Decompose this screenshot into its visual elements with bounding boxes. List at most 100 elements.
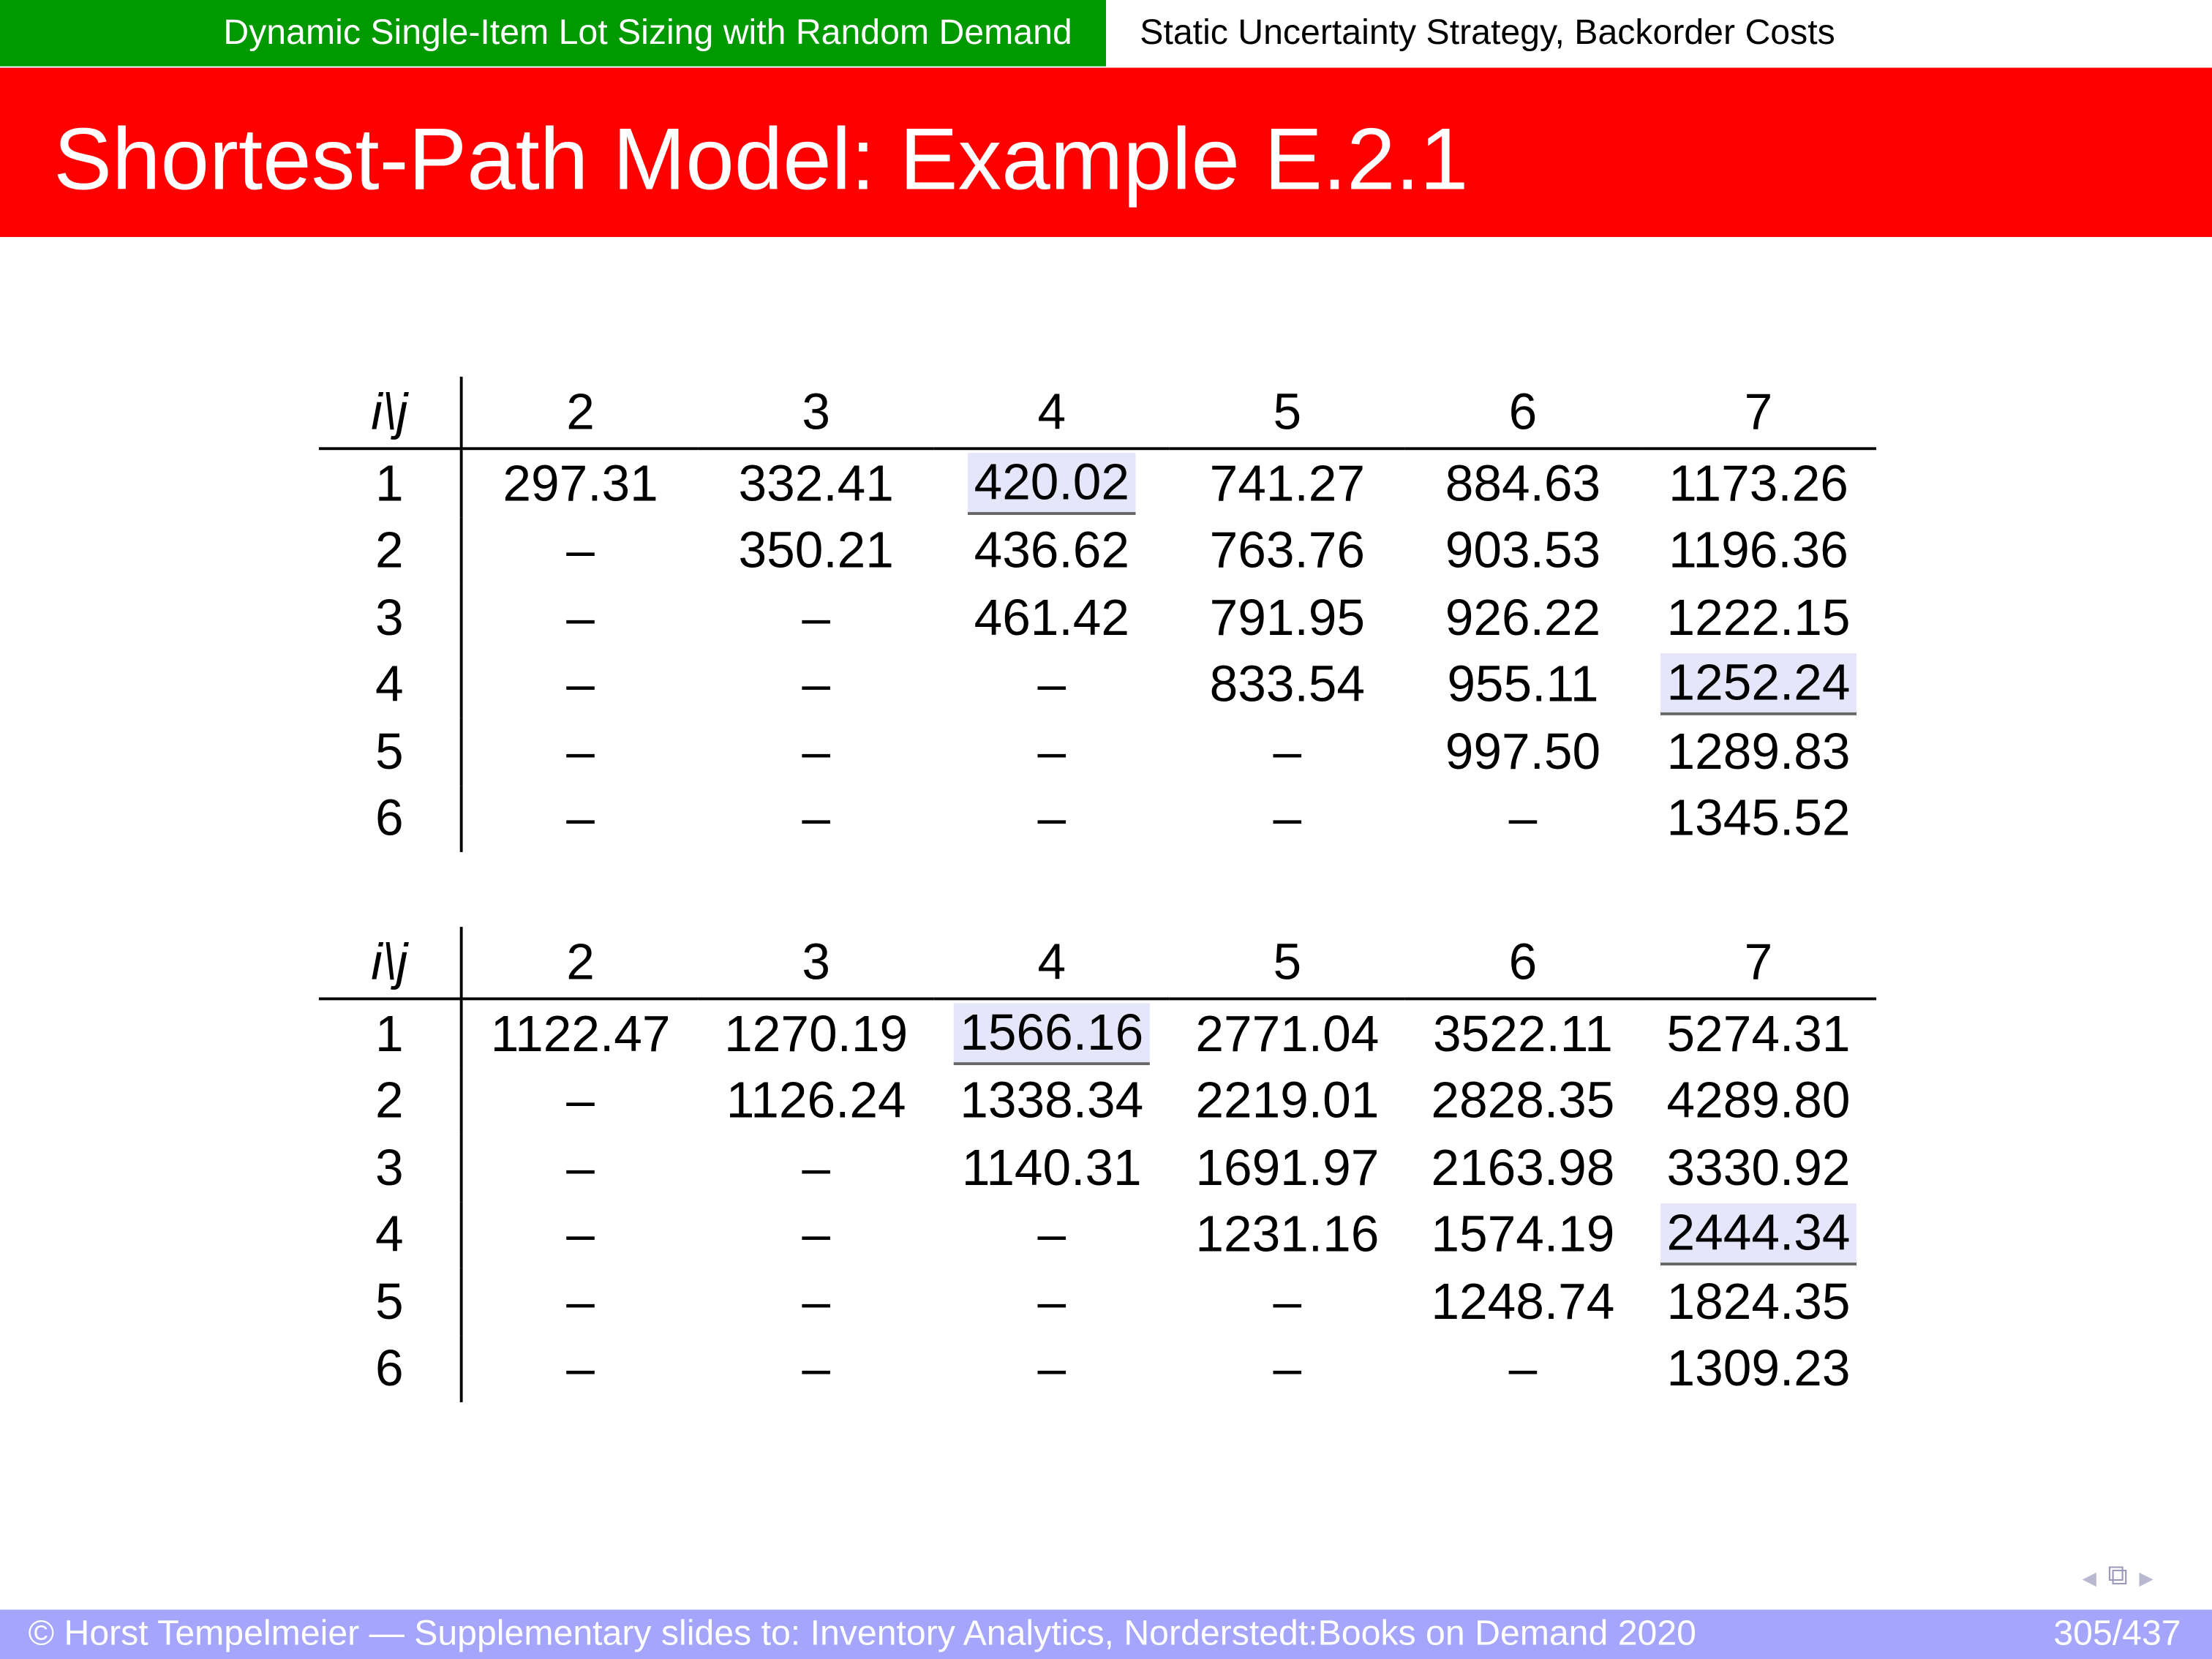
table-cell: 884.63 (1405, 448, 1641, 517)
table-row: 5 – – – – 997.50 1289.83 (318, 718, 1876, 786)
table-cell: – (462, 1335, 699, 1402)
highlighted-value: 1252.24 (1660, 653, 1856, 716)
cell-value: 1309.23 (1666, 1339, 1851, 1397)
cell-value: 461.42 (974, 587, 1129, 646)
cell-value: 741.27 (1209, 454, 1366, 512)
highlighted-value: 1566.16 (954, 1002, 1149, 1065)
cell-value: 791.95 (1209, 587, 1366, 646)
table-cell: 332.41 (699, 448, 934, 517)
row-label: 3 (318, 584, 463, 652)
cell-value: 763.76 (1209, 521, 1366, 579)
table-cell: – (699, 1268, 934, 1336)
column-header: 3 (698, 376, 934, 451)
frame-icon[interactable]: ⧉ (2107, 1560, 2128, 1592)
table-cell: – (699, 651, 934, 718)
arrow-left-icon[interactable]: ◂ (2082, 1562, 2096, 1595)
table-cell: – (462, 517, 699, 584)
table-cell: 763.76 (1170, 517, 1405, 584)
cell-value: – (566, 1137, 595, 1196)
title-bar: Shortest-Path Model: Example E.2.1 (0, 67, 2212, 238)
cell-value: – (1037, 1339, 1066, 1397)
cell-value: – (1273, 721, 1302, 780)
column-header: 2 (461, 927, 699, 1001)
table-cell: 791.95 (1170, 584, 1405, 651)
table-header-row: i\j 2 3 4 5 6 7 (318, 376, 1877, 451)
table-cell: – (934, 785, 1170, 852)
cost-table-2: i\j 2 3 4 5 6 7 1 1122.47 1270.19 1566.16 2771.04 35… (318, 927, 1877, 1403)
table-cell: 2771.04 (1170, 998, 1405, 1067)
cell-value: 1345.52 (1666, 789, 1851, 847)
table-cell: 926.22 (1405, 584, 1641, 651)
table-cell: 1270.19 (699, 998, 934, 1067)
table-row: 5 – – – – 1248.74 1824.35 (318, 1268, 1876, 1336)
cell-value: 997.50 (1445, 721, 1601, 780)
cell-value: 3522.11 (1433, 1004, 1613, 1062)
table-cell: – (699, 1335, 934, 1402)
cell-value: 1173.26 (1669, 454, 1848, 512)
table-row: 2 – 350.21 436.62 763.76 903.53 1196.36 (318, 516, 1876, 584)
cell-value: – (1037, 655, 1066, 713)
cell-value: – (802, 655, 831, 713)
table-cell: 741.27 (1170, 448, 1405, 517)
subsection-title: Static Uncertainty Strategy, Backorder C… (1140, 12, 1835, 53)
corner-text: i\j (371, 382, 408, 440)
row-label: 1 (318, 448, 463, 517)
arrow-right-icon[interactable]: ▸ (2139, 1562, 2153, 1595)
cell-value: – (802, 789, 831, 847)
cell-value: – (566, 1272, 595, 1331)
cell-value: 1196.36 (1669, 521, 1848, 579)
cell-value: – (1037, 1272, 1066, 1331)
row-label: 1 (318, 998, 463, 1067)
cell-value: 1231.16 (1195, 1205, 1380, 1263)
subsection-header: Static Uncertainty Strategy, Backorder C… (1106, 0, 2212, 67)
cell-value: 3330.92 (1666, 1137, 1851, 1196)
table-cell: – (1405, 1335, 1641, 1402)
cell-value: – (566, 1339, 595, 1397)
cell-value: – (1037, 789, 1066, 847)
cell-value: 2771.04 (1195, 1004, 1380, 1062)
table-cell: 1122.47 (462, 998, 699, 1067)
highlighted-value: 2444.34 (1660, 1203, 1856, 1266)
cell-value: 955.11 (1447, 655, 1599, 713)
cell-value: – (802, 1137, 831, 1196)
table-cell: – (462, 584, 699, 651)
table-cell: 1824.35 (1641, 1268, 1876, 1336)
table-cell: 1574.19 (1405, 1201, 1641, 1268)
table-cell: 903.53 (1405, 517, 1641, 584)
footer-credit: © Horst Tempelmeier — Supplementary slid… (28, 1614, 1696, 1654)
column-header: 3 (698, 927, 934, 1001)
row-label: 2 (318, 1066, 463, 1135)
column-header: 5 (1169, 376, 1405, 451)
table-cell: – (462, 1201, 699, 1268)
table-cell: 833.54 (1170, 651, 1405, 718)
column-header: 7 (1640, 927, 1877, 1001)
table-cell: 1338.34 (934, 1067, 1170, 1135)
table-cell: 1231.16 (1170, 1201, 1405, 1268)
table-row: 4 – – – 833.54 955.11 1252.24 (318, 651, 1876, 718)
column-header: 7 (1640, 376, 1877, 451)
table-row: 3 – – 1140.31 1691.97 2163.98 3330.92 (318, 1134, 1876, 1202)
table-cell: 3330.92 (1641, 1135, 1876, 1202)
corner-label: i\j (318, 927, 463, 1001)
row-label: 2 (318, 516, 463, 584)
table-row: 1 297.31 332.41 420.02 741.27 884.63 1173.26 (318, 448, 1876, 517)
table-cell: 461.42 (934, 584, 1170, 651)
cell-value: 1824.35 (1666, 1272, 1851, 1331)
table-cell: 436.62 (934, 517, 1170, 584)
cell-value: 2163.98 (1431, 1137, 1615, 1196)
table-cell: – (462, 1067, 699, 1135)
cell-value: – (1508, 1339, 1538, 1397)
cell-value: 833.54 (1209, 655, 1366, 713)
column-header: 2 (461, 376, 699, 451)
navigation-controls: ◂ ⧉ ▸ (2083, 1560, 2153, 1595)
table-cell: – (1405, 785, 1641, 852)
row-label: 3 (318, 1134, 463, 1202)
corner-label: i\j (318, 376, 463, 451)
cell-value: – (802, 721, 831, 780)
table-cell: 1289.83 (1641, 718, 1876, 786)
table-row: 2 – 1126.24 1338.34 2219.01 2828.35 4289.80 (318, 1066, 1876, 1135)
cell-value: – (566, 789, 595, 847)
column-header: 5 (1169, 927, 1405, 1001)
footer: © Horst Tempelmeier — Supplementary slid… (0, 1609, 2212, 1659)
